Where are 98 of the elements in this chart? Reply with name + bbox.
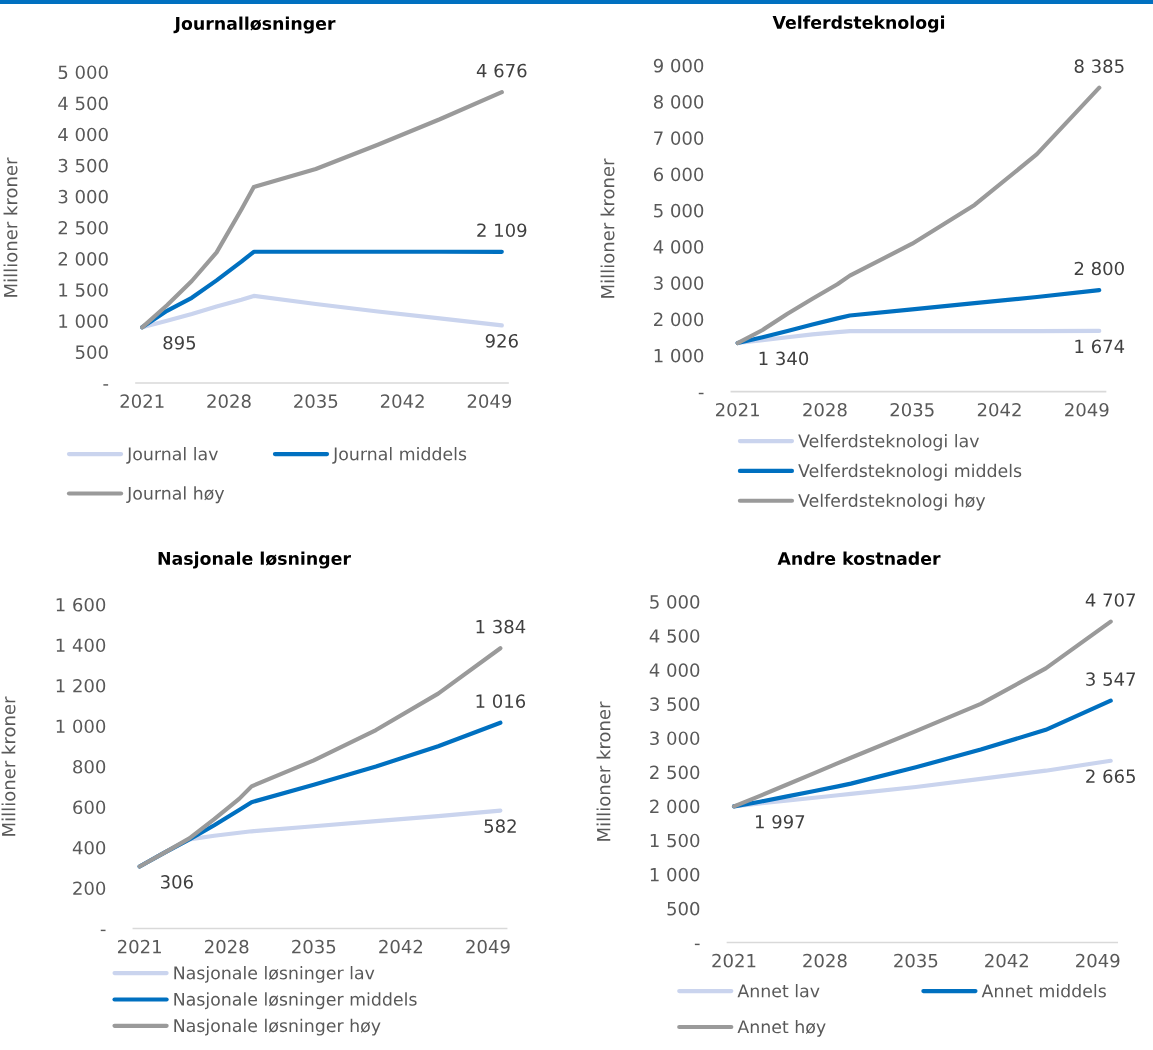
legend-label: Nasjonale løsninger høy [174,1018,381,1036]
y-tick-label: 3 000 [654,276,704,290]
y-tick-label: 2 000 [654,312,704,327]
y-tick-label: 3 000 [58,189,108,204]
x-tick-label: 2035 [894,953,938,968]
legend-label: Annet middels [981,984,1106,998]
y-tick-label: 1 600 [56,597,106,612]
x-tick-label: 2028 [205,939,249,954]
y-tick-label: - [103,384,109,386]
chart-title: Nasjonale løsninger [158,551,351,569]
y-axis-title: Millioner kroner [3,157,18,297]
x-tick-label: 2042 [380,394,424,408]
x-tick-label: 2042 [379,939,423,954]
data-label: 306 [161,875,193,889]
y-tick-label: 3 500 [58,158,108,173]
y-tick-label: 3 500 [650,697,700,711]
y-axis-title: Millioner kroner [600,158,615,298]
line-series [140,249,504,330]
y-tick-label: - [100,929,106,932]
chart-title: Journalløsninger [173,16,336,34]
legend-label: Nasjonale løsninger middels [174,992,417,1010]
legend-label: Journal høy [126,486,225,504]
y-tick-label: 5 000 [654,203,704,218]
data-label: 4 707 [1085,593,1136,607]
y-tick-label: 200 [73,881,106,896]
x-tick-label: 2028 [803,953,847,968]
y-tick-label: 5 000 [650,595,700,609]
y-tick-label: 1 200 [56,678,106,693]
y-tick-label: 1 000 [56,719,106,734]
y-tick-label: 4 000 [653,240,704,254]
y-tick-label: 8 000 [653,95,704,109]
y-tick-label: 5 000 [58,65,108,80]
y-tick-label: 3 000 [650,731,700,746]
data-label: 895 [163,335,196,350]
y-tick-label: 2 500 [58,220,108,235]
y-tick-label: 1 400 [56,638,106,653]
legend-label: Annet lav [737,984,820,998]
data-label: 2 800 [1074,261,1124,276]
y-tick-label: 4 500 [649,629,700,643]
x-tick-label: 2035 [890,402,934,417]
legend-label: Journal lav [126,447,218,464]
data-label: 582 [484,819,516,833]
y-tick-label: 500 [667,901,700,916]
y-tick-label: 1 000 [59,314,108,328]
data-label: 8 385 [1074,59,1124,73]
legend-label: Annet høy [737,1019,826,1037]
y-tick-label: 6 000 [653,167,704,182]
data-label: 4 676 [476,63,527,78]
y-tick-label: 2 000 [58,252,108,266]
y-tick-label: 9 000 [653,58,704,73]
data-label: 1 016 [476,694,526,708]
x-tick-label: 2021 [120,394,164,408]
legend-label: Velferdsteknologi middels [798,463,1022,481]
y-tick-label: 1 000 [654,348,704,363]
y-tick-label: - [694,943,700,946]
legend-label: Velferdsteknologi høy [798,493,986,511]
y-tick-label: 1 500 [650,833,700,848]
data-label: 2 665 [1086,769,1135,784]
x-tick-label: 2035 [294,394,338,408]
x-tick-label: 2049 [466,939,510,954]
y-tick-label: 7 000 [654,131,704,146]
y-tick-label: - [698,392,704,395]
y-tick-label: 4 000 [58,127,108,142]
data-label: 1 340 [759,351,809,366]
data-label: 3 547 [1086,672,1136,686]
x-tick-label: 2021 [117,939,161,954]
y-tick-label: 2 500 [650,765,700,780]
y-tick-label: 600 [73,800,106,815]
x-tick-label: 2028 [207,394,251,408]
y-axis-title: Millioner kroner [1,696,16,836]
data-label: 926 [485,333,518,348]
chart-title: Andre kostnader [777,551,941,566]
x-tick-label: 2028 [803,402,847,417]
x-tick-label: 2042 [985,953,1028,968]
x-tick-label: 2035 [292,939,336,954]
x-tick-label: 2021 [712,953,756,968]
data-label: 1 997 [755,814,805,829]
y-tick-label: 800 [73,759,106,774]
x-tick-label: 2042 [977,402,1021,417]
legend-label: Nasjonale løsninger lav [174,966,375,983]
chart-title: Velferdsteknologi [772,15,945,33]
y-tick-label: 1 500 [59,283,108,297]
y-tick-label: 4 500 [58,96,108,111]
x-tick-label: 2049 [1065,402,1109,417]
legend-label: Journal middels [332,447,467,464]
y-tick-label: 1 000 [650,867,700,882]
legend-label: Velferdsteknologi lav [798,434,979,451]
x-tick-label: 2021 [715,402,759,417]
x-tick-label: 2049 [1076,953,1120,968]
y-tick-label: 2 000 [650,799,700,814]
data-label: 2 109 [477,223,527,238]
y-tick-label: 4 000 [649,663,700,677]
y-tick-label: 500 [75,345,108,360]
data-label: 1 674 [1075,339,1125,354]
data-label: 1 384 [476,619,526,634]
x-tick-label: 2049 [467,394,512,408]
y-axis-title: Millioner kroner [596,701,611,841]
y-tick-label: 400 [72,840,106,855]
